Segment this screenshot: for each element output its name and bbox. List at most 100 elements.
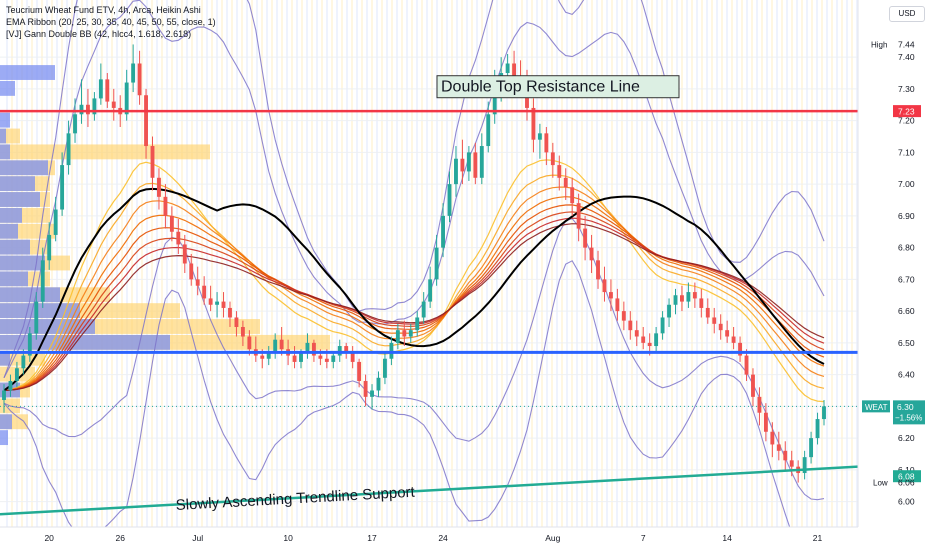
session-stripe	[851, 0, 853, 527]
candle	[550, 142, 555, 178]
session-stripe	[261, 0, 263, 527]
candle	[331, 352, 336, 369]
session-stripe	[821, 0, 823, 527]
candle-body	[763, 412, 768, 432]
candle	[602, 266, 607, 302]
candle-body	[215, 301, 220, 305]
legend-ema-ribbon[interactable]: EMA Ribbon (20, 25, 30, 35, 40, 45, 50, …	[6, 17, 216, 27]
session-stripe	[181, 0, 183, 527]
candle-body	[615, 298, 620, 312]
session-stripe	[856, 0, 858, 527]
session-stripe	[116, 0, 118, 527]
candle	[98, 63, 103, 105]
session-stripe	[526, 0, 528, 527]
session-stripe	[431, 0, 433, 527]
candle-body	[195, 279, 200, 286]
candle-body	[583, 228, 588, 248]
candle-body	[247, 336, 252, 350]
candle-body	[234, 317, 239, 327]
session-stripe	[296, 0, 298, 527]
candle-body	[680, 295, 684, 302]
candle-body	[744, 355, 749, 375]
candle	[92, 92, 97, 121]
candle	[47, 222, 52, 270]
time-axis-bg	[0, 527, 858, 550]
level-lines	[0, 109, 859, 516]
session-stripe	[561, 0, 563, 527]
candle	[415, 311, 420, 337]
candle-body	[596, 260, 600, 280]
candle-body	[350, 352, 355, 362]
time-tick-label: Aug	[545, 533, 560, 543]
candle-body	[712, 317, 717, 324]
session-stripe	[141, 0, 143, 527]
legend-gann-bb[interactable]: [VJ] Gann Double BB (42, hlcc4, 1.618, 2…	[6, 29, 192, 39]
candle-body	[163, 196, 168, 216]
session-stripe	[151, 0, 153, 527]
session-stripe	[741, 0, 743, 527]
candle-body	[137, 63, 142, 96]
chart-legend: Teucrium Wheat Fund ETV, 4h, Arca, Heiki…	[6, 4, 216, 40]
candle	[202, 276, 207, 305]
candle-body	[473, 152, 478, 178]
ema-ribbon-line	[3, 186, 825, 392]
candle-body	[292, 355, 297, 362]
low-label: Low	[873, 479, 888, 488]
session-stripe	[651, 0, 653, 527]
candle	[150, 136, 155, 191]
session-stripe	[166, 0, 168, 527]
volume-bar-blue	[0, 65, 55, 80]
candle-body	[92, 98, 97, 115]
session-stripe	[286, 0, 288, 527]
price-axis-bg	[858, 0, 932, 550]
session-stripe	[816, 0, 818, 527]
session-stripe	[206, 0, 208, 527]
session-stripe	[846, 0, 848, 527]
session-stripe	[226, 0, 228, 527]
candle-body	[144, 95, 148, 147]
session-stripe	[771, 0, 773, 527]
candle	[157, 168, 161, 210]
session-stripe	[196, 0, 198, 527]
session-stripe	[781, 0, 783, 527]
legend-symbol[interactable]: Teucrium Wheat Fund ETV, 4h, Arca, Heiki…	[6, 5, 201, 15]
candle	[182, 234, 187, 274]
candle-body	[660, 317, 665, 334]
candle	[350, 346, 355, 369]
session-stripe	[306, 0, 308, 527]
candle	[363, 374, 368, 407]
candle	[699, 288, 704, 318]
session-stripe	[481, 0, 483, 527]
candle-body	[537, 133, 542, 140]
session-stripe	[131, 0, 133, 527]
candle-body	[757, 396, 762, 413]
candle	[731, 326, 736, 350]
session-stripe	[246, 0, 248, 527]
candle	[266, 346, 271, 366]
candle	[215, 292, 220, 318]
candle-body	[47, 234, 52, 261]
candle	[137, 50, 142, 105]
session-stripe	[836, 0, 838, 527]
session-stripe	[426, 0, 428, 527]
volume-bar-blue	[0, 334, 170, 350]
candle-body	[563, 177, 568, 188]
session-stripe	[606, 0, 608, 527]
currency-selector[interactable]: USD	[889, 6, 925, 22]
candle-body	[512, 63, 517, 77]
session-stripe	[531, 0, 533, 527]
session-stripe	[336, 0, 338, 527]
session-stripe	[271, 0, 273, 527]
candle	[673, 288, 678, 315]
candle-body	[157, 177, 161, 197]
candle	[27, 326, 32, 362]
candle-body	[809, 438, 814, 458]
candle-body	[21, 355, 26, 369]
candle	[789, 450, 794, 477]
candle	[240, 320, 245, 347]
candle-body	[260, 355, 265, 359]
session-stripe	[411, 0, 413, 527]
candle-body	[415, 317, 420, 331]
price-tick-label: 6.00	[898, 497, 915, 507]
